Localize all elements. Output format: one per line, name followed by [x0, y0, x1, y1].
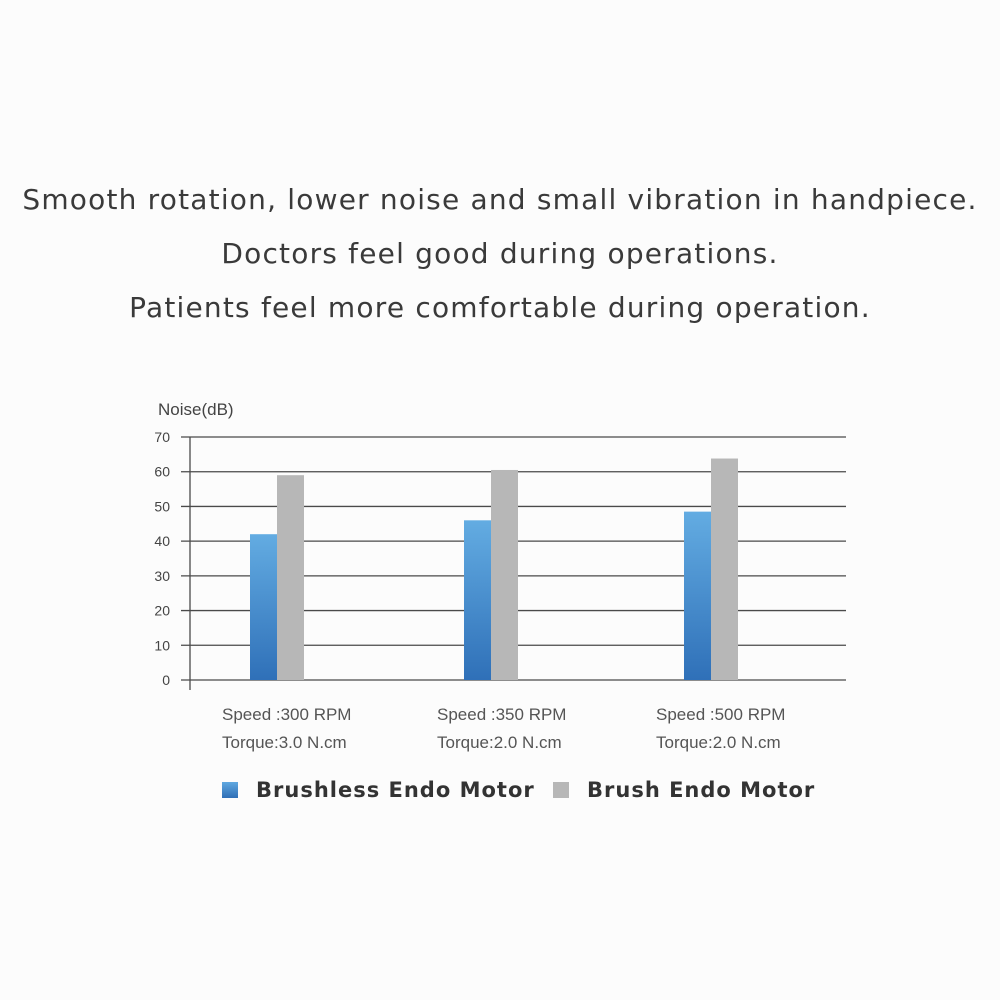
y-tick-label: 40: [154, 533, 170, 549]
headline-line-3: Patients feel more comfortable during op…: [129, 291, 871, 324]
category-speed-label: Speed :500 RPM: [656, 705, 785, 724]
legend-label-brush: Brush Endo Motor: [587, 778, 816, 802]
bar-brushless: [684, 511, 711, 680]
y-tick-label: 10: [154, 637, 170, 653]
headline-line-2: Doctors feel good during operations.: [221, 237, 779, 270]
category-torque-label: Torque:2.0 N.cm: [656, 733, 781, 752]
legend-swatch-brushless: [222, 782, 238, 798]
category-speed-label: Speed :350 RPM: [437, 705, 566, 724]
y-axis-title: Noise(dB): [158, 400, 234, 419]
bar-brushless: [464, 520, 491, 680]
category-torque-label: Torque:2.0 N.cm: [437, 733, 562, 752]
bar-brushless: [250, 534, 277, 680]
y-tick-label: 70: [154, 429, 170, 445]
bar-brush: [711, 458, 738, 680]
category-torque-label: Torque:3.0 N.cm: [222, 733, 347, 752]
bar-brush: [491, 469, 518, 680]
y-tick-label: 20: [154, 603, 170, 619]
legend-label-brushless: Brushless Endo Motor: [256, 778, 535, 802]
y-tick-label: 50: [154, 498, 170, 514]
y-tick-label: 60: [154, 464, 170, 480]
bar-brush: [277, 475, 304, 680]
y-tick-label: 0: [162, 672, 170, 688]
legend-item-brush: Brush Endo Motor: [553, 778, 815, 802]
legend-swatch-brush: [553, 782, 569, 798]
category-speed-label: Speed :300 RPM: [222, 705, 351, 724]
y-tick-label: 30: [154, 568, 170, 584]
legend-item-brushless: Brushless Endo Motor: [222, 778, 535, 802]
headline-line-1: Smooth rotation, lower noise and small v…: [22, 183, 978, 216]
